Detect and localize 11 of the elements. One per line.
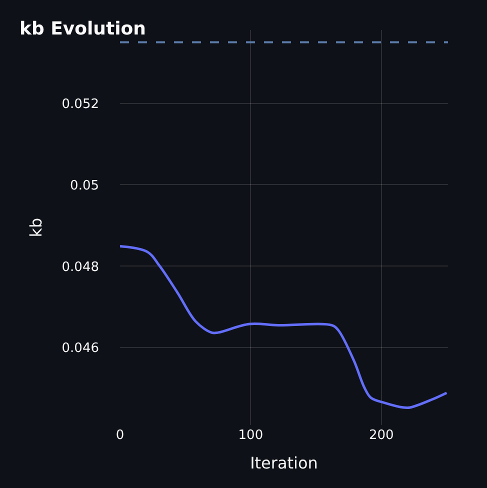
y-tick-label: 0.048 bbox=[62, 260, 99, 275]
y-axis-title: kb bbox=[26, 218, 46, 238]
y-tick-label: 0.052 bbox=[62, 96, 99, 112]
x-tick-label: 100 bbox=[238, 428, 264, 443]
x-tick-label: 200 bbox=[368, 428, 394, 443]
x-tick-label: 0 bbox=[116, 428, 124, 443]
y-tick-label: 0.05 bbox=[70, 178, 99, 194]
line-series bbox=[120, 244, 448, 409]
chart-title: kb Evolution bbox=[19, 18, 146, 40]
x-axis-title: Iteration bbox=[250, 454, 318, 473]
y-tick-label: 0.046 bbox=[62, 341, 99, 356]
